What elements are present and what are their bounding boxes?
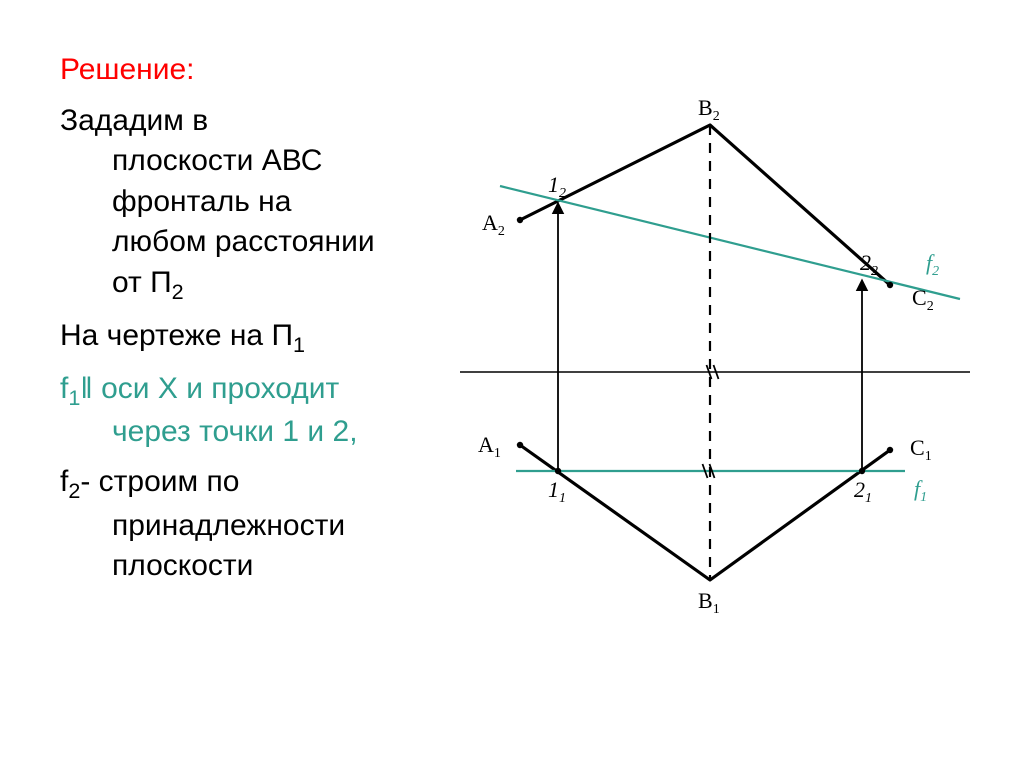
p1-line2: плоскости АВС [60, 141, 440, 182]
solution-heading: Решение: [60, 50, 440, 91]
p4-b: - строим по [80, 465, 239, 498]
p1-line5-text: от П [112, 266, 172, 299]
p1-line5: от П2 [60, 263, 440, 306]
svg-text:B1: B1 [698, 588, 720, 617]
p4-line3: плоскости [60, 546, 440, 587]
p3-line2: через точки 1 и 2, [60, 412, 440, 453]
diagram-svg: B2 A2 C2 A1 C1 B1 12 22 11 21 f2 f1 [430, 80, 990, 640]
p2-text: На чертеже на П [60, 319, 293, 352]
p4-line2: принадлежности [60, 506, 440, 547]
svg-text:11: 11 [548, 477, 566, 506]
svg-text:A1: A1 [478, 432, 501, 461]
svg-text:C1: C1 [910, 435, 932, 464]
paragraph-3: f1ǁ оси Х и проходит через точки 1 и 2, [60, 369, 440, 453]
descriptive-geometry-diagram: B2 A2 C2 A1 C1 B1 12 22 11 21 f2 f1 [430, 80, 990, 640]
p1-line1: Зададим в [60, 104, 208, 137]
svg-text:22: 22 [860, 250, 878, 279]
svg-text:C2: C2 [912, 285, 934, 314]
svg-text:f1: f1 [914, 476, 927, 505]
paragraph-1: Зададим в плоскости АВС фронталь на любо… [60, 101, 440, 306]
svg-text:21: 21 [854, 477, 872, 506]
p1-line3: фронталь на [60, 182, 440, 223]
svg-text:A2: A2 [482, 210, 505, 239]
p3-f-sub: 1 [68, 385, 80, 410]
svg-text:12: 12 [548, 172, 566, 201]
svg-text:f2: f2 [926, 250, 939, 279]
paragraph-4: f2- строим по принадлежности плоскости [60, 462, 440, 586]
p1-line5-sub: 2 [172, 279, 184, 304]
paragraph-2: На чертеже на П1 [60, 316, 440, 359]
p1-line4: любом расстоянии [60, 222, 440, 263]
p2-sub: 1 [293, 332, 305, 357]
svg-text:B2: B2 [698, 95, 720, 124]
p4-f-sub: 2 [68, 478, 80, 503]
solution-text-column: Решение: Зададим в плоскости АВС фронтал… [60, 50, 440, 597]
p3-b: ǁ оси Х и проходит [80, 372, 339, 405]
